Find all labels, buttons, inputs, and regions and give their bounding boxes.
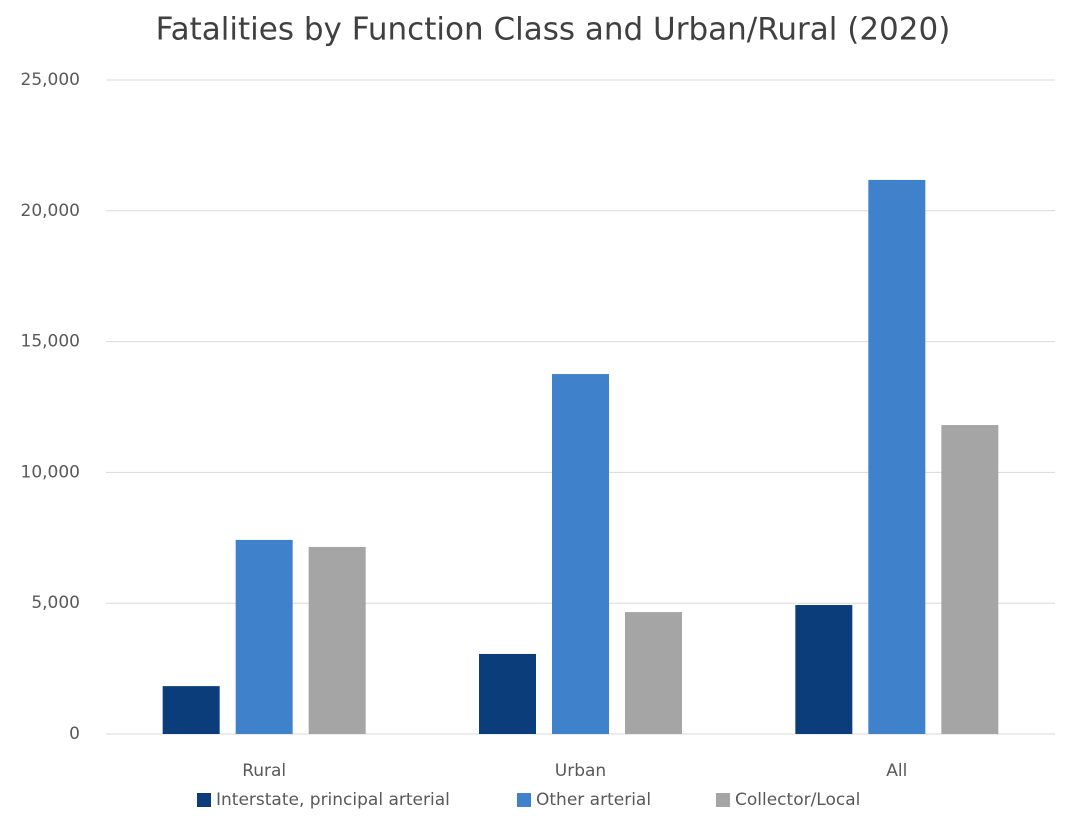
x-tick-label: Rural [242,761,286,781]
x-tick-label: All [886,761,907,781]
x-tick-label: Urban [555,761,606,781]
y-tick-label: 25,000 [21,70,80,90]
bar [795,605,853,734]
bar [625,612,682,734]
y-tick-label: 0 [69,724,80,744]
bar [162,686,220,734]
legend-label: Collector/Local [735,790,860,810]
legend-swatch [517,793,531,807]
bar [235,539,293,734]
y-tick-label: 5,000 [31,593,80,613]
bar [941,425,999,734]
bar [308,546,366,734]
legend-label: Interstate, principal arterial [216,790,450,810]
bar [868,179,926,734]
bar [479,653,536,734]
chart-title: Fatalities by Function Class and Urban/R… [156,12,951,48]
y-tick-label: 20,000 [21,201,80,221]
legend-label: Other arterial [536,790,651,810]
bar [552,374,609,734]
legend-swatch [197,793,211,807]
y-tick-label: 15,000 [21,332,80,352]
y-tick-label: 10,000 [21,462,80,482]
legend-swatch [716,793,730,807]
